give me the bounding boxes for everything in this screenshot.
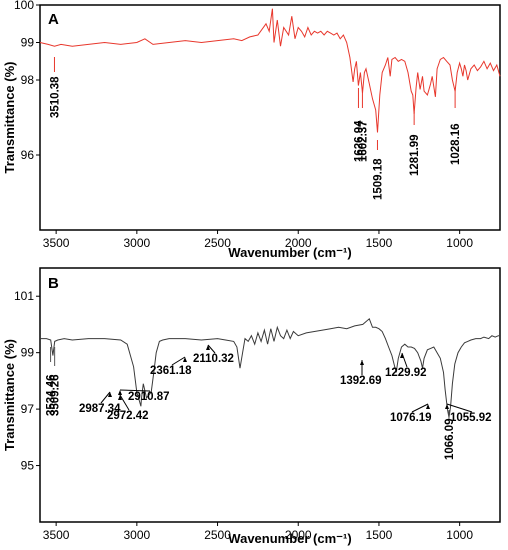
- peak-arrow: [171, 356, 186, 366]
- y-tick-label: 99: [21, 346, 35, 360]
- panel-label: B: [48, 275, 59, 292]
- peak-label: 1066.09: [444, 418, 456, 460]
- peak-arrowhead: [360, 360, 364, 365]
- peak-label: 2361.18: [150, 365, 192, 377]
- peak-label: 2987.34: [79, 403, 121, 415]
- peak-arrowhead: [400, 353, 404, 358]
- panel-label: A: [48, 11, 59, 28]
- x-tick-label: 2000: [285, 236, 312, 250]
- peak-label: 1281.99: [409, 134, 421, 176]
- spectrum-line: [39, 8, 501, 133]
- peak-label: 3510.38: [49, 76, 61, 118]
- x-tick-label: 1000: [446, 528, 473, 542]
- x-axis-title: Wavenumber (cm⁻¹): [228, 531, 351, 546]
- peak-arrowhead: [118, 390, 122, 395]
- peak-label: 1509.18: [372, 158, 384, 200]
- y-tick-label: 99: [21, 36, 35, 50]
- plot-frame: [39, 4, 501, 231]
- y-tick-label: 97: [21, 402, 35, 416]
- x-tick-label: 3500: [43, 236, 70, 250]
- peak-arrow: [446, 403, 473, 413]
- y-tick-label: 101: [14, 289, 34, 303]
- peak-label: 1602.37: [357, 120, 369, 162]
- peak-arrowhead: [118, 395, 122, 400]
- peak-arrow: [119, 389, 151, 392]
- peak-label: 3534.46: [46, 374, 58, 416]
- panel-b: B 3500 3000 2500 2000 1500 1000 95 97 99 101 Wavenu…: [2, 267, 501, 546]
- peak-arrow: [411, 403, 429, 413]
- y-tick-label: 98: [21, 73, 35, 87]
- peak-label: 1076.19: [390, 412, 432, 424]
- y-axis-title: Transmittance (%): [2, 339, 17, 451]
- x-tick-label: 1500: [366, 528, 393, 542]
- peak-label: 1392.69: [340, 375, 382, 387]
- plot-frame: [39, 267, 501, 523]
- peak-label: 2972.42: [107, 410, 149, 422]
- peak-label: 1055.92: [450, 412, 492, 424]
- peak-arrowhead: [426, 404, 430, 409]
- x-tick-label: 2500: [204, 528, 231, 542]
- peak-arrowhead: [183, 357, 187, 362]
- x-tick-label: 3000: [123, 236, 150, 250]
- peak-label: 1626.94: [353, 120, 365, 162]
- peak-label: 1229.92: [385, 367, 427, 379]
- y-tick-label: 96: [21, 148, 35, 162]
- y-axis-title: Transmittance (%): [2, 62, 17, 174]
- peak-label: 2110.32: [193, 353, 234, 365]
- x-tick-label: 3000: [123, 528, 150, 542]
- x-axis-title: Wavenumber (cm⁻¹): [228, 245, 351, 260]
- x-tick-label: 2000: [285, 528, 312, 542]
- y-tick-label: 95: [21, 459, 35, 473]
- x-tick-label: 2500: [204, 236, 231, 250]
- x-tick-label: 1500: [366, 236, 393, 250]
- x-tick-label: 1000: [446, 236, 473, 250]
- peak-arrow: [100, 391, 111, 404]
- y-tick-label: 100: [14, 0, 34, 12]
- peak-arrow: [207, 344, 216, 354]
- peak-arrowhead: [108, 392, 112, 397]
- x-tick-label: 3500: [43, 528, 70, 542]
- panel-a: A 3500 3000 2500 2000 1500 1000 96 98 99 100 Wavenu…: [2, 0, 501, 260]
- peak-label: 2910.87: [128, 391, 170, 403]
- peak-label: 3509.26: [50, 374, 62, 416]
- peak-label: 1028.16: [450, 123, 462, 165]
- peak-arrowhead: [445, 404, 449, 409]
- peak-arrowhead: [206, 345, 210, 350]
- peak-arrow: [119, 394, 130, 411]
